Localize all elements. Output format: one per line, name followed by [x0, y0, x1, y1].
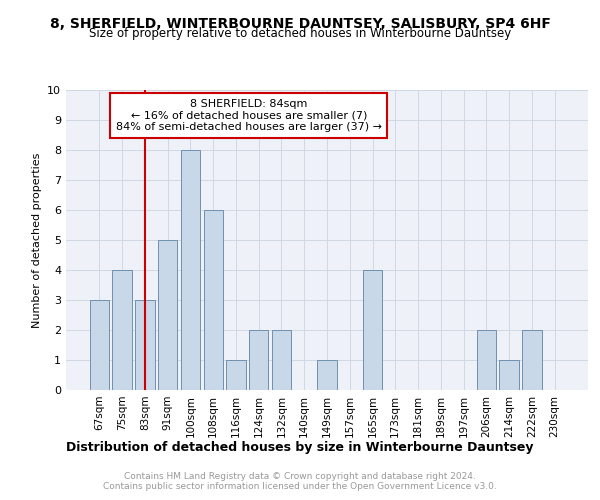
Bar [181, 150, 200, 390]
Bar [226, 360, 245, 390]
Bar [363, 270, 382, 390]
Bar [476, 330, 496, 390]
Bar [522, 330, 542, 390]
Bar [272, 330, 291, 390]
Text: 8, SHERFIELD, WINTERBOURNE DAUNTSEY, SALISBURY, SP4 6HF: 8, SHERFIELD, WINTERBOURNE DAUNTSEY, SAL… [50, 18, 550, 32]
Y-axis label: Number of detached properties: Number of detached properties [32, 152, 41, 328]
Bar [249, 330, 268, 390]
Bar [135, 300, 155, 390]
Text: Distribution of detached houses by size in Winterbourne Dauntsey: Distribution of detached houses by size … [66, 441, 534, 454]
Text: Contains HM Land Registry data © Crown copyright and database right 2024.: Contains HM Land Registry data © Crown c… [124, 472, 476, 481]
Text: Contains public sector information licensed under the Open Government Licence v3: Contains public sector information licen… [103, 482, 497, 491]
Bar [90, 300, 109, 390]
Text: Size of property relative to detached houses in Winterbourne Dauntsey: Size of property relative to detached ho… [89, 28, 511, 40]
Bar [499, 360, 519, 390]
Bar [317, 360, 337, 390]
Bar [112, 270, 132, 390]
Text: 8 SHERFIELD: 84sqm
← 16% of detached houses are smaller (7)
84% of semi-detached: 8 SHERFIELD: 84sqm ← 16% of detached hou… [116, 99, 382, 132]
Bar [203, 210, 223, 390]
Bar [158, 240, 178, 390]
